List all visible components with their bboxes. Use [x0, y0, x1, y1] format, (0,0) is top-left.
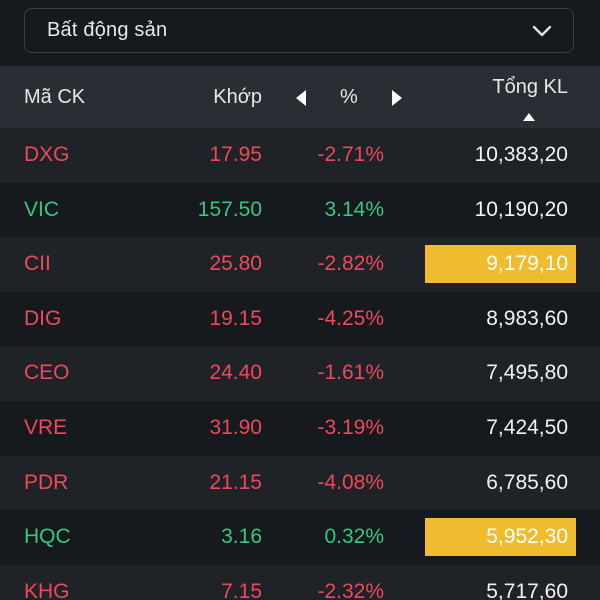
table-row[interactable]: DXG 17.95 -2.71% 10,383,20 [0, 128, 600, 183]
stock-code: PDR [24, 470, 69, 494]
total-volume: 9,179,10 [486, 252, 568, 276]
table-row[interactable]: HQC 3.16 0.32% 5,952,30 [0, 510, 600, 565]
percent-change: 3.14% [324, 197, 384, 221]
match-price: 157.50 [197, 197, 262, 221]
total-volume: 10,190,20 [474, 197, 568, 221]
percent-change: -2.82% [317, 252, 384, 276]
volume-highlight [425, 518, 576, 557]
table-header: Mã CK Khớp % Tổng KL [0, 66, 600, 128]
table-row[interactable]: KHG 7.15 -2.32% 5,717,60 [0, 564, 600, 600]
match-price: 7.15 [221, 579, 262, 600]
stock-code: DIG [24, 306, 62, 330]
column-header-price[interactable]: Khớp [213, 86, 262, 108]
column-header-percent[interactable]: % [340, 86, 358, 108]
table-row[interactable]: DIG 19.15 -4.25% 8,983,60 [0, 291, 600, 347]
filter-bar: Bất động sản [0, 0, 600, 66]
sector-dropdown-value: Bất động sản [47, 19, 168, 41]
table-row[interactable]: VIC 157.50 3.14% 10,190,20 [0, 182, 600, 238]
match-price: 25.80 [209, 252, 262, 276]
sector-dropdown[interactable]: Bất động sản [24, 8, 574, 53]
stock-code: VRE [24, 415, 68, 439]
column-header-code[interactable]: Mã CK [24, 86, 86, 108]
percent-change: -4.25% [317, 306, 384, 330]
percent-change: 0.32% [324, 525, 384, 549]
percent-change: -4.08% [317, 470, 384, 494]
match-price: 17.95 [209, 143, 262, 166]
total-volume: 8,983,60 [486, 306, 568, 330]
total-volume: 7,424,50 [486, 415, 568, 439]
match-price: 3.16 [221, 525, 262, 549]
chevron-down-icon [531, 20, 553, 42]
volume-highlight [425, 245, 576, 284]
total-volume: 5,952,30 [486, 525, 568, 549]
stock-code: CEO [24, 361, 70, 385]
stock-code: DXG [24, 143, 70, 166]
caret-right-icon[interactable] [386, 86, 408, 110]
match-price: 21.15 [209, 470, 262, 494]
stock-code: CII [24, 252, 51, 276]
stock-code: KHG [24, 579, 70, 600]
stock-list: DXG 17.95 -2.71% 10,383,20 VIC 157.50 3.14% 10,… [0, 128, 600, 600]
stock-code: HQC [24, 525, 71, 549]
sort-ascending-icon [522, 109, 536, 121]
match-price: 24.40 [209, 361, 262, 385]
caret-left-icon[interactable] [290, 86, 312, 110]
stock-code: VIC [24, 197, 60, 221]
table-row[interactable]: CEO 24.40 -1.61% 7,495,80 [0, 346, 600, 401]
total-volume: 5,717,60 [486, 579, 568, 600]
total-volume: 10,383,20 [474, 143, 568, 166]
match-price: 31.90 [209, 415, 262, 439]
table-row[interactable]: VRE 31.90 -3.19% 7,424,50 [0, 400, 600, 456]
total-volume: 6,785,60 [486, 470, 568, 494]
percent-change: -2.32% [317, 579, 384, 600]
table-row[interactable]: PDR 21.15 -4.08% 6,785,60 [0, 455, 600, 511]
percent-change: -1.61% [317, 361, 384, 385]
total-volume: 7,495,80 [486, 361, 568, 385]
table-row[interactable]: CII 25.80 -2.82% 9,179,10 [0, 237, 600, 292]
percent-change: -2.71% [317, 143, 384, 166]
match-price: 19.15 [209, 306, 262, 330]
percent-change: -3.19% [317, 415, 384, 439]
column-header-total-volume[interactable]: Tổng KL [492, 76, 568, 98]
